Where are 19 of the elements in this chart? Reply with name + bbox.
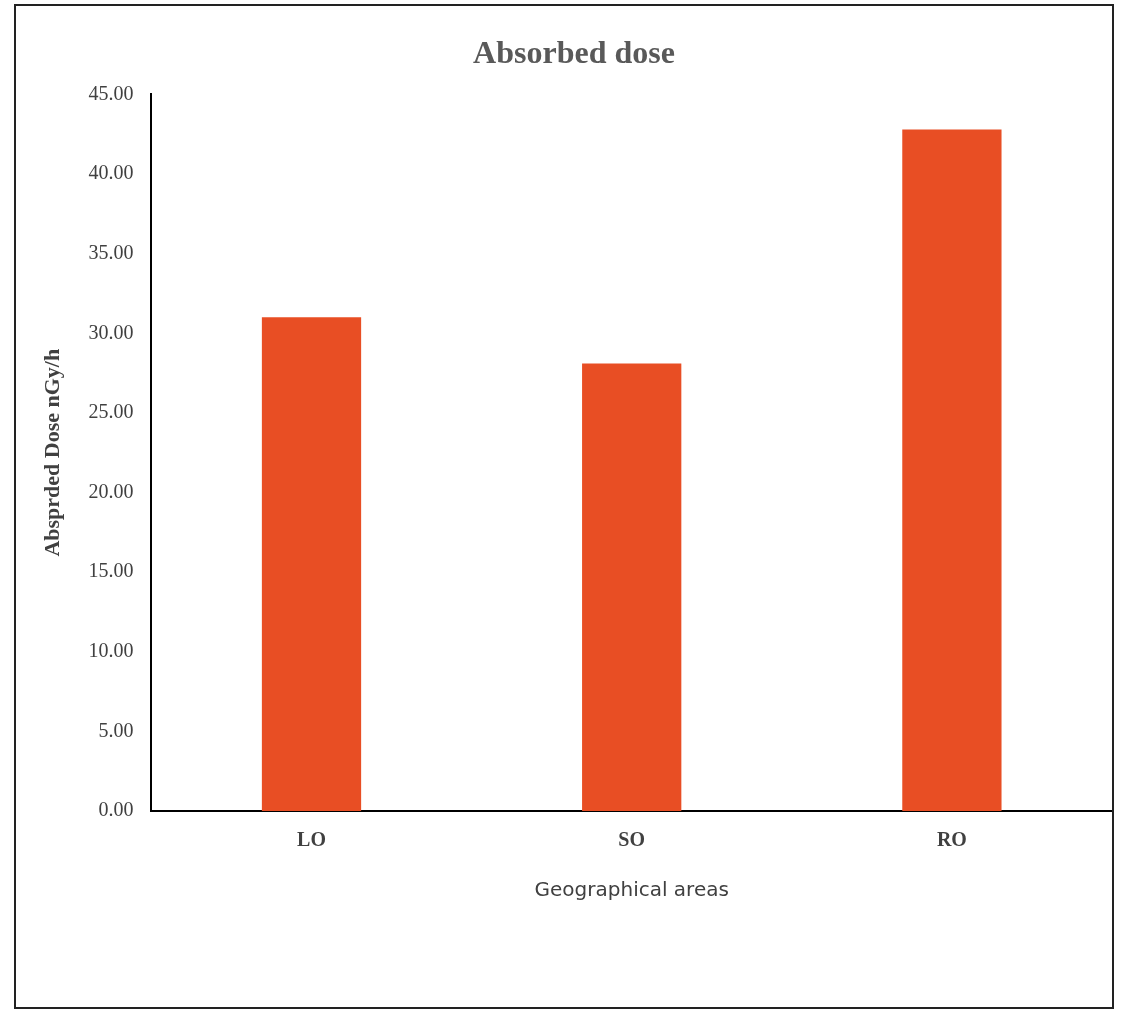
y-tick-label: 5.00: [98, 718, 134, 741]
x-tick-label: RO: [936, 828, 967, 851]
chart-title: Absorbed dose: [473, 34, 675, 71]
y-tick-label: 45.00: [88, 81, 134, 104]
y-tick-label: 35.00: [88, 240, 134, 263]
y-tick-label: 0.00: [98, 798, 134, 821]
y-tick-label: 30.00: [88, 320, 134, 343]
bar: [582, 363, 682, 811]
x-tick-label: LO: [297, 828, 326, 851]
x-tick-label: SO: [618, 828, 646, 851]
y-tick-label: 15.00: [88, 559, 134, 582]
bar: [902, 129, 1002, 811]
bar: [261, 317, 362, 811]
y-axis-title: Absprded Dose nGy/h: [38, 348, 64, 557]
y-tick-label: 10.00: [88, 639, 134, 662]
y-tick-label: 20.00: [88, 479, 134, 502]
x-axis-title: Geographical areas: [534, 877, 729, 902]
y-tick-label: 40.00: [88, 161, 134, 184]
y-tick-label: 25.00: [88, 400, 134, 423]
